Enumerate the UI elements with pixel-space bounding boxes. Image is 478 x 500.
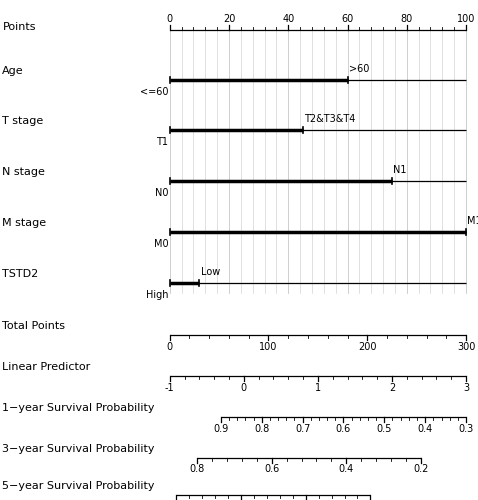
Text: N stage: N stage <box>2 167 45 177</box>
Text: 300: 300 <box>457 342 475 352</box>
Text: Age: Age <box>2 66 24 76</box>
Text: 0.9: 0.9 <box>213 424 228 434</box>
Text: N0: N0 <box>155 188 168 198</box>
Text: 0.6: 0.6 <box>264 464 280 474</box>
Text: >60: >60 <box>349 64 369 74</box>
Text: M stage: M stage <box>2 218 46 228</box>
Text: 3: 3 <box>463 383 469 393</box>
Text: Low: Low <box>201 267 220 277</box>
Text: 0.8: 0.8 <box>254 424 269 434</box>
Text: T stage: T stage <box>2 116 43 126</box>
Text: 80: 80 <box>401 14 413 24</box>
Text: 0.8: 0.8 <box>190 464 205 474</box>
Text: T2&T3&T4: T2&T3&T4 <box>304 114 356 124</box>
Text: 100: 100 <box>259 342 278 352</box>
Text: Total Points: Total Points <box>2 321 65 331</box>
Text: 0.7: 0.7 <box>295 424 310 434</box>
Text: T1: T1 <box>156 137 168 147</box>
Text: 0: 0 <box>167 14 173 24</box>
Text: 60: 60 <box>341 14 354 24</box>
Text: -1: -1 <box>165 383 174 393</box>
Text: N1: N1 <box>393 165 407 175</box>
Text: 1: 1 <box>315 383 321 393</box>
Text: 40: 40 <box>282 14 294 24</box>
Text: 5−year Survival Probability: 5−year Survival Probability <box>2 481 155 491</box>
Text: 200: 200 <box>358 342 377 352</box>
Text: 0.2: 0.2 <box>413 464 428 474</box>
Text: 0.6: 0.6 <box>336 424 351 434</box>
Text: 0.3: 0.3 <box>458 424 474 434</box>
Text: <=60: <=60 <box>140 87 168 97</box>
Text: 0.4: 0.4 <box>418 424 433 434</box>
Text: 100: 100 <box>457 14 475 24</box>
Text: 0.5: 0.5 <box>377 424 392 434</box>
Text: Points: Points <box>2 22 36 32</box>
Text: 0.4: 0.4 <box>338 464 354 474</box>
Text: 2: 2 <box>389 383 395 393</box>
Text: 1−year Survival Probability: 1−year Survival Probability <box>2 403 155 413</box>
Text: High: High <box>146 290 168 300</box>
Text: 20: 20 <box>223 14 235 24</box>
Text: M0: M0 <box>153 239 168 249</box>
Text: 0: 0 <box>241 383 247 393</box>
Text: Linear Predictor: Linear Predictor <box>2 362 91 372</box>
Text: 0: 0 <box>167 342 173 352</box>
Text: TSTD2: TSTD2 <box>2 269 39 279</box>
Text: 3−year Survival Probability: 3−year Survival Probability <box>2 444 155 454</box>
Text: M1: M1 <box>467 216 478 226</box>
